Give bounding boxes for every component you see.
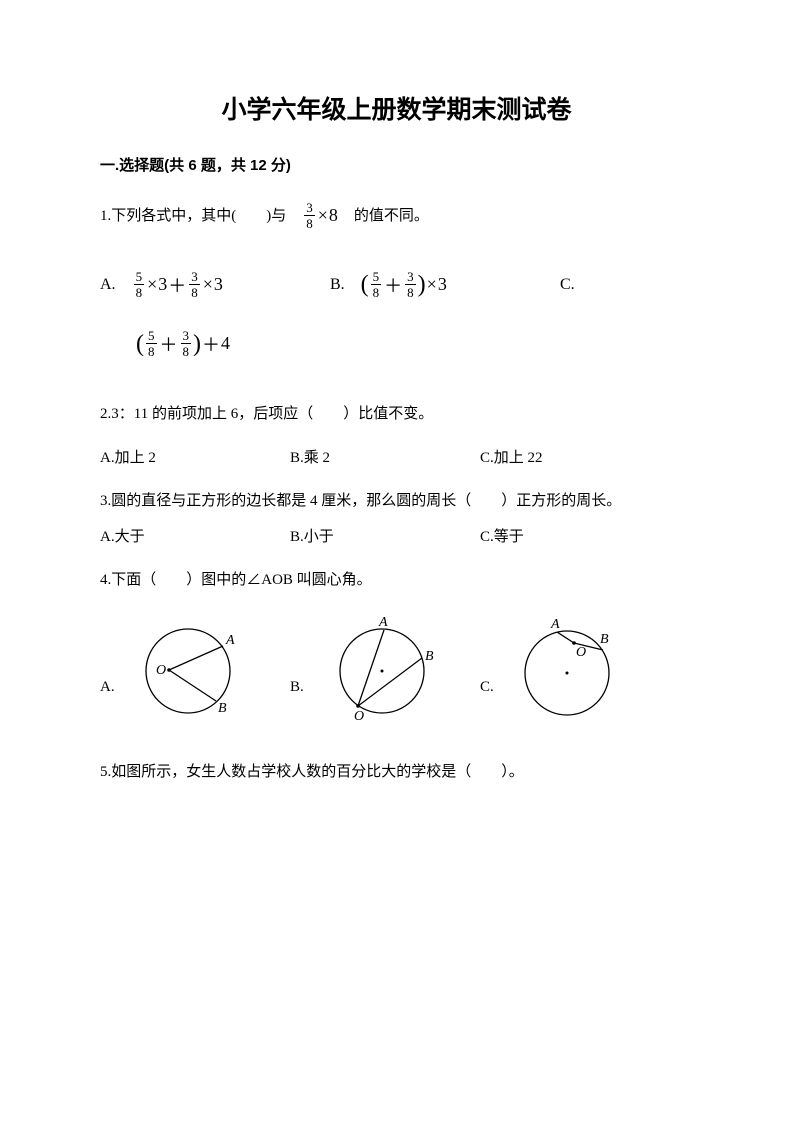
q1-options-row: A. 58×3＋38×3 B. (58＋38)×3 C. xyxy=(100,270,693,299)
q4-c-label: C. xyxy=(480,679,494,726)
question-3: 3.圆的直径与正方形的边长都是 4 厘米，那么圆的周长（ ）正方形的周长。 xyxy=(100,489,693,513)
section-header: 一.选择题(共 6 题，共 12 分) xyxy=(100,154,693,175)
q1-option-a: A. 58×3＋38×3 xyxy=(100,270,330,299)
question-2: 2.3：11 的前项加上 6，后项应（ ）比值不变。 xyxy=(100,402,693,426)
q1-b-label: B. xyxy=(330,276,345,294)
q1-post: 的值不同。 xyxy=(354,204,429,228)
q1-times: × xyxy=(318,205,328,225)
frac-3-8-c2: 38 xyxy=(181,329,192,358)
circle-diagram-a: O A B xyxy=(123,616,263,726)
label-o: O xyxy=(576,645,586,660)
q2-option-c: C.加上 22 xyxy=(480,446,543,467)
question-5: 5.如图所示，女生人数占学校人数的百分比大的学校是（ ）。 xyxy=(100,760,693,784)
q4-a-label: A. xyxy=(100,679,115,726)
q4-option-c: C. O A B xyxy=(480,616,660,726)
q1-fraction: 3 8 xyxy=(304,201,315,230)
q4-b-label: B. xyxy=(290,679,304,726)
q1-pre: 1.下列各式中，其中( )与 xyxy=(100,204,286,228)
label-b: B xyxy=(218,701,227,716)
q1-option-c-expr: (58＋38)＋4 xyxy=(100,329,693,358)
q1-frac-den: 8 xyxy=(304,215,315,230)
q1-a-label: A. xyxy=(100,276,116,294)
label-a: A xyxy=(378,616,388,630)
q2-options: A.加上 2 B.乘 2 C.加上 22 xyxy=(100,446,693,467)
frac-3-8-a2: 38 xyxy=(189,270,200,299)
question-4: 4.下面（ ）图中的∠AOB 叫圆心角。 xyxy=(100,568,693,592)
frac-3-8-b2: 38 xyxy=(405,270,416,299)
circle-diagram-c: O A B xyxy=(502,616,642,726)
page-title: 小学六年级上册数学期末测试卷 xyxy=(100,90,693,126)
q4-option-a: A. O A B xyxy=(100,616,290,726)
circle-diagram-b: O A B xyxy=(312,616,452,726)
q2-option-a: A.加上 2 xyxy=(100,446,290,467)
frac-5-8-a1: 58 xyxy=(134,270,145,299)
question-1: 1.下列各式中，其中( )与 3 8 ×8 的值不同。 xyxy=(100,201,693,230)
q3-option-c: C.等于 xyxy=(480,525,524,546)
q2-option-b: B.乘 2 xyxy=(290,446,480,467)
label-a: A xyxy=(225,633,235,648)
label-o: O xyxy=(354,709,364,724)
q3-option-b: B.小于 xyxy=(290,525,480,546)
q1-option-b: B. (58＋38)×3 xyxy=(330,270,560,299)
frac-5-8-b1: 58 xyxy=(371,270,382,299)
q1-eight: 8 xyxy=(329,205,338,225)
q1-frac-num: 3 xyxy=(304,201,315,215)
q3-options: A.大于 B.小于 C.等于 xyxy=(100,525,693,546)
q1-option-c: C. xyxy=(560,276,575,294)
label-b: B xyxy=(600,632,609,647)
q3-option-a: A.大于 xyxy=(100,525,290,546)
label-b: B xyxy=(425,649,434,664)
q1-c-label: C. xyxy=(560,276,575,293)
q4-option-b: B. O A B xyxy=(290,616,480,726)
label-a: A xyxy=(550,617,560,632)
frac-5-8-c1: 58 xyxy=(146,329,157,358)
label-o: O xyxy=(156,663,166,678)
q4-options: A. O A B B. O A B C. xyxy=(100,616,693,726)
